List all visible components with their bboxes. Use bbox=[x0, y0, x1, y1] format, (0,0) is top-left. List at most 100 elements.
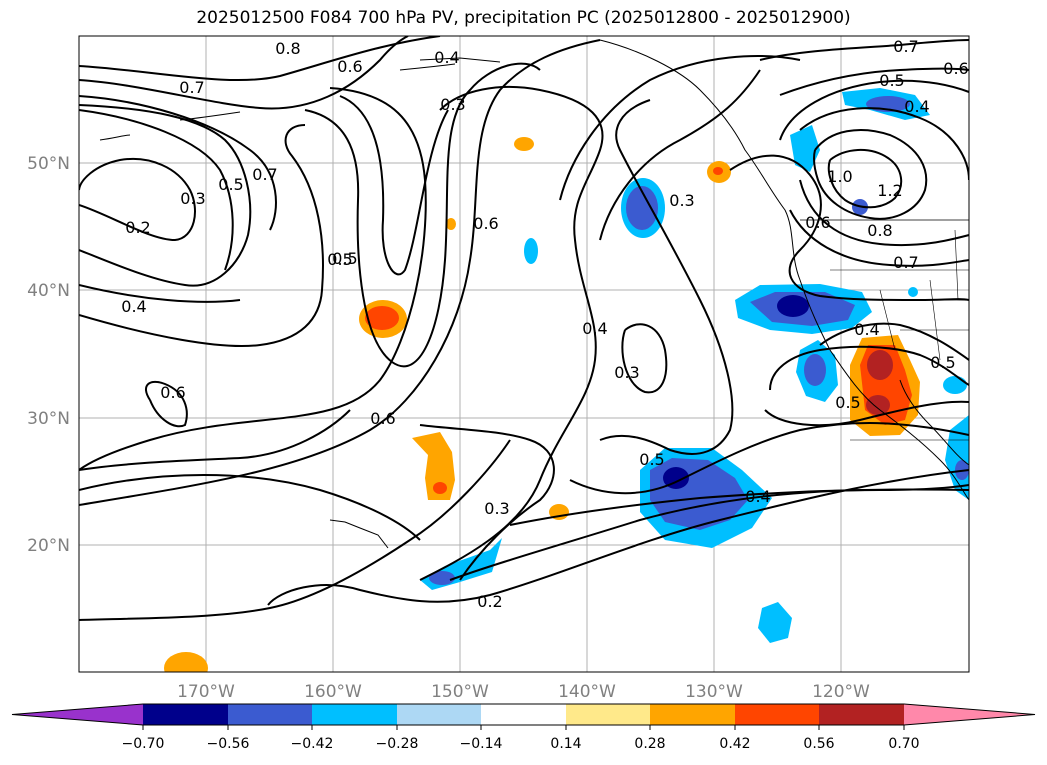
pv-contour-line bbox=[145, 380, 188, 428]
contour-label: 0.8 bbox=[867, 221, 892, 240]
contour-label: 0.6 bbox=[160, 383, 185, 402]
contour-label: 0.6 bbox=[943, 59, 968, 78]
precip-negative-patch bbox=[908, 287, 918, 297]
pv-contour-line bbox=[419, 85, 604, 581]
colorbar-segment bbox=[650, 704, 735, 725]
lon-tick-label: 170°W bbox=[177, 682, 235, 702]
colorbar-extend-low bbox=[12, 704, 143, 725]
pv-contour-line bbox=[79, 36, 409, 110]
contour-label: 0.2 bbox=[125, 218, 150, 237]
lon-tick-labels: 170°W 160°W 150°W 140°W 130°W 120°W bbox=[177, 682, 870, 702]
colorbar-segment bbox=[228, 704, 312, 725]
coastline-hawaii bbox=[329, 519, 389, 549]
contour-label: 0.7 bbox=[893, 253, 918, 272]
precip-positive-core bbox=[866, 395, 890, 415]
colorbar-segment bbox=[397, 704, 481, 725]
pv-contour-line bbox=[79, 95, 277, 231]
contour-label: 0.5 bbox=[218, 175, 243, 194]
contour-label: 0.2 bbox=[477, 592, 502, 611]
pv-contour-line bbox=[79, 409, 351, 471]
colorbar-segment bbox=[312, 704, 397, 725]
precip-negative-patch bbox=[790, 125, 820, 172]
contour-label: 0.6 bbox=[337, 57, 362, 76]
lat-tick-label: 40°N bbox=[27, 281, 70, 301]
precip-negative-core bbox=[804, 354, 826, 386]
coastline-alaska-islands bbox=[399, 57, 501, 71]
contour-label: 0.5 bbox=[327, 250, 352, 269]
pv-contour-line bbox=[799, 179, 969, 247]
colorbar-label: −0.70 bbox=[122, 736, 165, 752]
lon-tick-label: 150°W bbox=[431, 682, 489, 702]
pv-contour-line bbox=[79, 439, 511, 621]
pv-contour-line bbox=[764, 400, 969, 427]
pv-contour-line bbox=[509, 488, 969, 526]
lon-tick-label: 130°W bbox=[685, 682, 743, 702]
map-frame bbox=[78, 35, 970, 673]
pv-contour-line bbox=[827, 148, 903, 209]
colorbar-segment bbox=[735, 704, 819, 725]
contour-label: 0.5 bbox=[930, 353, 955, 372]
colorbar-segment bbox=[481, 704, 566, 725]
pv-contour-line bbox=[813, 129, 928, 220]
coastline-baja bbox=[899, 379, 969, 466]
contour-label: 0.5 bbox=[835, 393, 860, 412]
colorbar-label: 0.70 bbox=[888, 736, 919, 752]
precip-negative-core bbox=[626, 186, 658, 230]
contour-label: 1.0 bbox=[827, 167, 852, 186]
map-panel: 0.8 0.6 0.4 0.7 0.3 0.5 0.7 0.3 0.5 0.2 … bbox=[78, 35, 970, 673]
pv-contour-line bbox=[79, 284, 241, 303]
pv-contour-line bbox=[779, 67, 969, 96]
map-title: 2025012500 F084 700 hPa PV, precipitatio… bbox=[196, 8, 851, 28]
colorbar-label: 0.42 bbox=[719, 736, 750, 752]
precip-negative-core bbox=[429, 571, 455, 585]
contour-label: 0.8 bbox=[275, 39, 300, 58]
contour-labels: 0.8 0.6 0.4 0.7 0.3 0.5 0.7 0.3 0.5 0.2 … bbox=[121, 37, 968, 611]
contour-label: 0.4 bbox=[904, 97, 929, 116]
pv-contour-line bbox=[79, 39, 601, 506]
contour-label: 0.4 bbox=[745, 487, 770, 506]
contour-label: 0.4 bbox=[434, 48, 459, 67]
precip-negative-core bbox=[663, 467, 689, 489]
pv-contour-line bbox=[569, 422, 969, 495]
precip-positive-patch bbox=[164, 652, 208, 672]
pv-contour-line bbox=[799, 107, 969, 181]
state-borders bbox=[830, 269, 969, 331]
colorbar-label: 0.14 bbox=[550, 736, 581, 752]
contour-label: 0.7 bbox=[179, 78, 204, 97]
pv-contour-line bbox=[819, 322, 969, 361]
precip-negative-patch bbox=[758, 602, 792, 643]
precip-negative-patch bbox=[524, 238, 538, 264]
contour-label: 0.4 bbox=[854, 320, 879, 339]
colorbar-label: 0.56 bbox=[803, 736, 834, 752]
precip-positive-core bbox=[365, 306, 399, 330]
pv-contour-line bbox=[79, 124, 324, 348]
contour-label: 0.5 bbox=[332, 249, 357, 268]
pv-contours bbox=[79, 36, 969, 621]
colorbar-label: −0.28 bbox=[376, 736, 419, 752]
pv-contour-line bbox=[789, 209, 969, 267]
contour-label: 1.2 bbox=[877, 181, 902, 200]
colorbar-extend-high bbox=[904, 704, 1035, 725]
contour-label: 0.5 bbox=[639, 450, 664, 469]
pv-contour-line bbox=[79, 474, 421, 541]
lon-tick-label: 160°W bbox=[304, 682, 362, 702]
contour-label: 0.6 bbox=[805, 213, 830, 232]
lat-tick-label: 20°N bbox=[27, 536, 70, 556]
pv-contour-line bbox=[304, 62, 541, 368]
contour-label: 0.3 bbox=[440, 95, 465, 114]
precip-positive-core bbox=[713, 167, 723, 175]
colorbar-segment bbox=[819, 704, 904, 725]
pv-contour-line bbox=[79, 158, 196, 242]
lat-tick-label: 50°N bbox=[27, 154, 70, 174]
precip-negative-patch bbox=[943, 376, 967, 394]
colorbar-label: −0.56 bbox=[207, 736, 250, 752]
pv-contour-line bbox=[599, 69, 761, 241]
coastline-north-america bbox=[599, 39, 969, 501]
contour-label: 0.4 bbox=[582, 319, 607, 338]
pv-contour-line bbox=[779, 79, 969, 141]
contour-label: 0.7 bbox=[893, 37, 918, 56]
pv-contour-line bbox=[267, 469, 969, 606]
colorbar-segment bbox=[566, 704, 650, 725]
pv-contour-line bbox=[759, 39, 969, 61]
